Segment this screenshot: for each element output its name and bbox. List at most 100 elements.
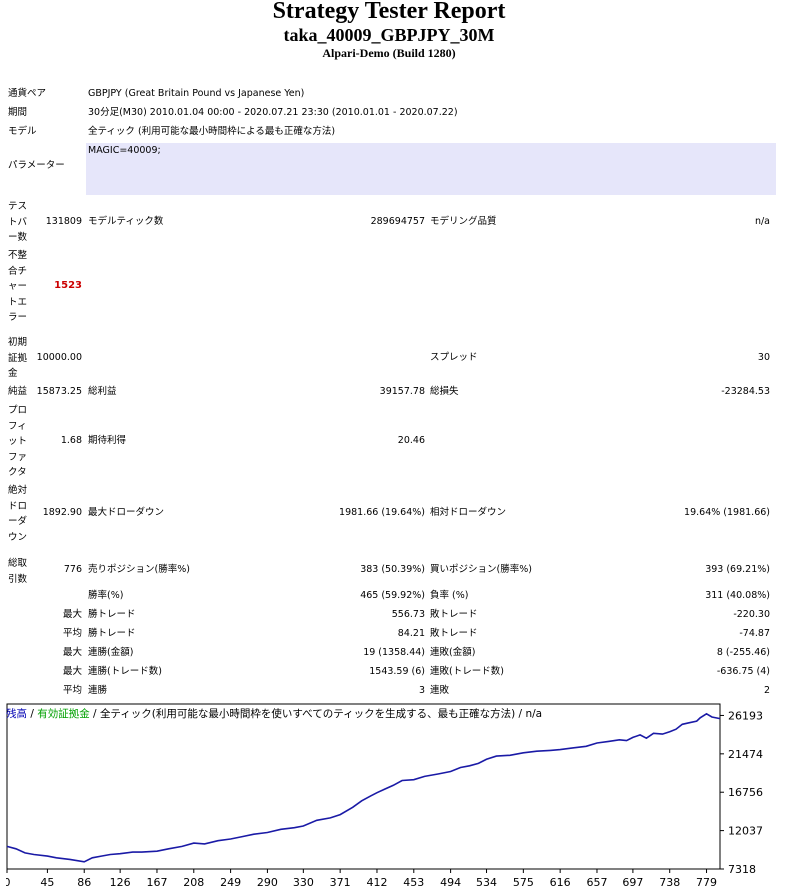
report-build: Alpari-Demo (Build 1280)	[322, 46, 456, 60]
legend-sep-2: /	[89, 708, 100, 720]
largest-win-label: 勝トレード	[88, 609, 136, 620]
legend-model: 全ティック(利用可能な最小時間枠を使いすべてのティックを生成する、最も正確な方法…	[99, 708, 516, 720]
x-tick-label-11: 453	[403, 876, 424, 888]
net-profit-label: 純益	[8, 386, 28, 397]
ticks-label: モデルティック数	[88, 216, 164, 227]
total-trades-value: 776	[63, 564, 82, 575]
gross-loss-value: -23284.53	[721, 386, 770, 397]
x-tick-label-5: 208	[183, 876, 204, 888]
avg-loss-label: 敗トレード	[430, 628, 478, 639]
avg-consec-losses-value: 2	[763, 685, 770, 696]
abs-drawdown-value: 1892.90	[42, 507, 82, 518]
x-tick-label-0: 0	[6, 876, 11, 888]
max-drawdown-value: 1981.66 (19.64%)	[339, 507, 425, 518]
balance-line	[6, 712, 721, 863]
balance-chart-svg: 7318 12037 16756 21474 26193 0 45 86 126 167 208 24…	[6, 703, 763, 888]
x-tick-label-12: 494	[440, 876, 461, 888]
win-rate-value: 465 (59.92%)	[360, 590, 425, 601]
legend-sep-1: /	[27, 708, 38, 720]
deposit-value: 10000.00	[36, 352, 82, 363]
ticks-value: 289694757	[370, 216, 425, 227]
x-tick-label-16: 657	[586, 876, 607, 888]
x-tick-label-9: 371	[330, 876, 351, 888]
bars-label: テストバー数	[8, 201, 28, 244]
win-rate-label: 勝率(%)	[88, 590, 124, 601]
x-tick-label-2: 86	[77, 876, 91, 888]
chart-legend: 残高 / 有効証拠金 / 全ティック(利用可能な最小時間枠を使いすべてのティック…	[6, 706, 542, 721]
y-tick-label-3: 21474	[728, 748, 763, 761]
gross-profit-label: 総利益	[88, 386, 117, 397]
avg-win-value: 84.21	[397, 628, 425, 639]
spread-value: 30	[757, 352, 770, 363]
report-subtitle: taka_40009_GBPJPY_30M	[283, 25, 495, 45]
x-tick-label-1: 45	[40, 876, 54, 888]
loss-rate-label: 負率 (%)	[430, 590, 469, 601]
x-tick-label-10: 412	[366, 876, 387, 888]
short-positions-value: 383 (50.39%)	[360, 564, 425, 575]
legend-balance: 残高	[6, 708, 27, 720]
x-tick-label-6: 249	[220, 876, 241, 888]
largest-label: 最大	[62, 609, 82, 620]
chart-plot-area	[6, 703, 721, 870]
bars-value: 131809	[45, 216, 82, 227]
consec-profit-label: 連勝(トレード数)	[88, 666, 162, 677]
symbol-label: 通貨ペア	[8, 88, 47, 99]
consec-profit-value: 1543.59 (6)	[369, 666, 425, 677]
y-tick-label-4: 26193	[728, 709, 763, 722]
avg-loss-value: -74.87	[739, 628, 770, 639]
payoff-label: 期待利得	[88, 435, 127, 446]
x-tick-label-7: 290	[257, 876, 278, 888]
short-positions-label: 売りポジション(勝率%)	[88, 564, 190, 575]
legend-equity: 有効証拠金	[37, 708, 90, 720]
gross-loss-label: 総損失	[430, 386, 459, 397]
y-tick-label-0: 7318	[728, 863, 756, 876]
report-title: Strategy Tester Report	[272, 0, 506, 24]
x-tick-label-13: 534	[476, 876, 497, 888]
loss-rate-value: 311 (40.08%)	[705, 590, 770, 601]
period-label: 期間	[8, 107, 28, 118]
legend-quality: n/a	[525, 708, 543, 720]
mismatch-value: 1523	[54, 280, 82, 291]
y-tick-label-1: 12037	[728, 825, 763, 838]
max-drawdown-label: 最大ドローダウン	[88, 507, 165, 518]
consec-losses-money-value: 8 (-255.46)	[716, 647, 770, 658]
legend-sep-3: /	[515, 708, 526, 720]
model-value: 全ティック (利用可能な最小時間枠による最も正確な方法)	[88, 126, 336, 137]
parameters-value: MAGIC=40009;	[88, 145, 161, 156]
consec-wins-money-label: 連勝(金額)	[88, 647, 134, 658]
x-tick-label-19: 779	[696, 876, 717, 888]
largest-loss-value: -220.30	[733, 609, 770, 620]
largest-loss-label: 敗トレード	[430, 609, 478, 620]
max-consec-count-label: 最大	[62, 666, 82, 677]
consec-loss-label: 連敗(トレード数)	[430, 666, 504, 677]
period-value: 30分足(M30) 2010.01.04 00:00 - 2020.07.21 …	[88, 107, 458, 118]
avg-consec-wins-label: 連勝	[88, 685, 108, 696]
abs-drawdown-label: 絶対ドローダウン	[8, 485, 28, 543]
x-tick-label-14: 575	[513, 876, 534, 888]
gross-profit-value: 39157.78	[379, 386, 425, 397]
y-tick-label-2: 16756	[728, 786, 763, 799]
spread-label: スプレッド	[430, 352, 478, 363]
avg-win-label: 勝トレード	[88, 628, 136, 639]
total-trades-label: 総取引数	[8, 558, 28, 585]
x-tick-label-8: 330	[293, 876, 314, 888]
consec-loss-value: -636.75 (4)	[716, 666, 770, 677]
avg-consec-losses-label: 連敗	[430, 685, 450, 696]
consec-losses-money-label: 連敗(金額)	[430, 647, 476, 658]
quality-label: モデリング品質	[430, 216, 497, 227]
average-label: 平均	[62, 628, 82, 639]
avg-consec-label: 平均	[62, 685, 82, 696]
long-positions-label: 買いポジション(勝率%)	[430, 564, 532, 575]
largest-win-value: 556.73	[391, 609, 425, 620]
long-positions-value: 393 (69.21%)	[705, 564, 770, 575]
rel-drawdown-value: 19.64% (1981.66)	[684, 507, 770, 518]
deposit-label: 初期証拠金	[8, 337, 28, 380]
profit-factor-label: プロフィットファクタ	[8, 405, 28, 479]
x-tick-label-17: 697	[622, 876, 643, 888]
consec-wins-money-value: 19 (1358.44)	[363, 647, 425, 658]
net-profit-value: 15873.25	[36, 386, 82, 397]
max-consec-label: 最大	[62, 647, 82, 658]
x-tick-label-3: 126	[110, 876, 131, 888]
model-label: モデル	[8, 126, 37, 137]
quality-value: n/a	[754, 216, 770, 227]
